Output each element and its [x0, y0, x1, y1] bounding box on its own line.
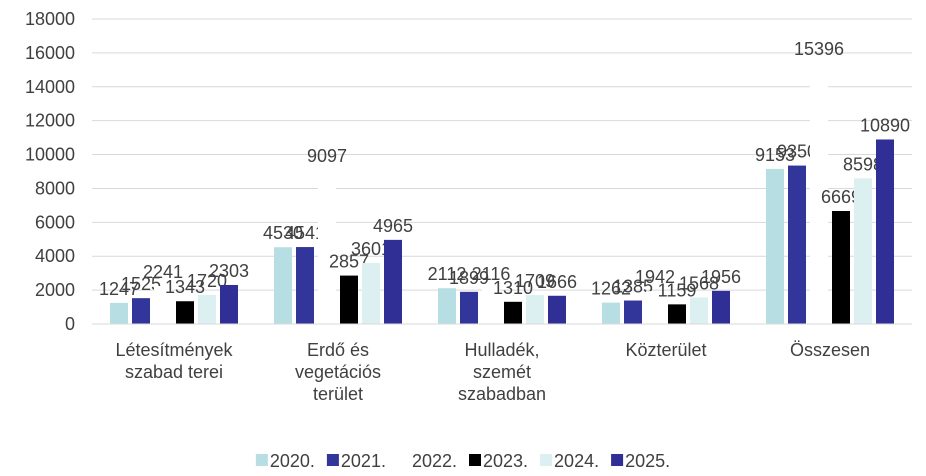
bar: [482, 288, 500, 324]
value-label: 1720: [187, 271, 227, 291]
bar: [854, 178, 872, 324]
bar: [438, 288, 456, 324]
value-label: 2303: [209, 261, 249, 281]
bar: [668, 304, 686, 324]
x-tick-label: Közterület: [625, 340, 706, 360]
value-label: 9350: [777, 142, 817, 162]
value-label: 6669: [821, 187, 861, 207]
value-label: 1709: [515, 271, 555, 291]
value-label: 9153: [755, 145, 795, 165]
value-label: 1159: [658, 280, 697, 300]
bar: [176, 301, 194, 324]
value-label: 1525: [121, 274, 161, 294]
bar: [690, 297, 708, 324]
value-label: 1666: [537, 272, 577, 292]
bar: [198, 294, 216, 324]
bar: [602, 302, 620, 324]
legend-swatch: [469, 454, 481, 466]
value-label: 1568: [679, 273, 719, 293]
y-tick-label: 14000: [25, 77, 75, 97]
x-tick-label: Erdő és vegetációs terület: [295, 340, 381, 404]
value-label: 10890: [860, 115, 910, 135]
bar: [296, 247, 314, 324]
bar: [624, 300, 642, 324]
value-label: 4541: [285, 223, 325, 243]
legend-swatch: [540, 454, 553, 466]
bar: [110, 302, 128, 324]
value-label: 2112: [428, 264, 467, 284]
y-tick-label: 12000: [25, 111, 75, 131]
value-label: 1247: [99, 279, 139, 299]
value-label: 8598: [843, 154, 883, 174]
legend-label: 2021.: [341, 451, 386, 471]
legend-swatch: [611, 454, 624, 466]
value-label: 1956: [701, 267, 741, 287]
y-tick-label: 6000: [35, 212, 75, 232]
value-label: 2241: [143, 262, 183, 282]
value-label: 1899: [449, 268, 489, 288]
value-label: 9097: [307, 146, 347, 166]
y-tick-label: 2000: [35, 280, 75, 300]
bar: [362, 262, 380, 324]
bar: [154, 286, 172, 324]
legend-swatch: [397, 454, 410, 466]
y-tick-label: 4000: [35, 246, 75, 266]
y-tick-label: 18000: [25, 9, 75, 29]
y-tick-label: 10000: [25, 145, 75, 165]
bar: [132, 298, 150, 324]
bar: [220, 284, 238, 324]
value-label: 1385: [613, 277, 653, 297]
y-tick-label: 16000: [25, 43, 75, 63]
value-label: 1343: [165, 277, 205, 297]
bar: [788, 165, 806, 324]
legend-label: 2025.: [625, 451, 670, 471]
bar: [384, 239, 402, 324]
bar: [318, 169, 336, 324]
legend-label: 2022.: [412, 451, 457, 471]
value-label: 3601: [351, 239, 391, 259]
bar: [646, 291, 664, 324]
bar: [712, 290, 730, 324]
bar: [340, 275, 358, 324]
x-tick-label: Létesítmények szabad terei: [115, 340, 233, 382]
value-label: 4965: [373, 216, 413, 236]
legend-label: 2023.: [483, 451, 528, 471]
bar: [876, 139, 894, 324]
value-label: 1310: [493, 278, 533, 298]
value-label: 2116: [472, 264, 511, 284]
y-tick-label: 0: [65, 314, 75, 334]
bar: [548, 295, 566, 324]
x-tick-label: Összesen: [790, 340, 870, 360]
y-tick-label: 8000: [35, 178, 75, 198]
value-label: 2857: [329, 252, 369, 272]
value-label: 15396: [794, 39, 844, 59]
legend-swatch: [255, 454, 268, 466]
value-label: 1942: [635, 267, 675, 287]
bar: [832, 210, 850, 324]
legend-label: 2024.: [554, 451, 599, 471]
value-label: 1262: [591, 279, 631, 299]
bar: [526, 295, 544, 324]
x-tick-label: Hulladék, szemét szabadban: [458, 340, 546, 404]
bar: [460, 291, 478, 324]
bar: [504, 301, 522, 324]
bar: [766, 168, 784, 324]
bar: [274, 247, 292, 324]
legend-label: 2020.: [270, 451, 315, 471]
value-label: 4530: [263, 223, 303, 243]
bar: [810, 63, 828, 325]
legend-swatch: [326, 454, 339, 466]
